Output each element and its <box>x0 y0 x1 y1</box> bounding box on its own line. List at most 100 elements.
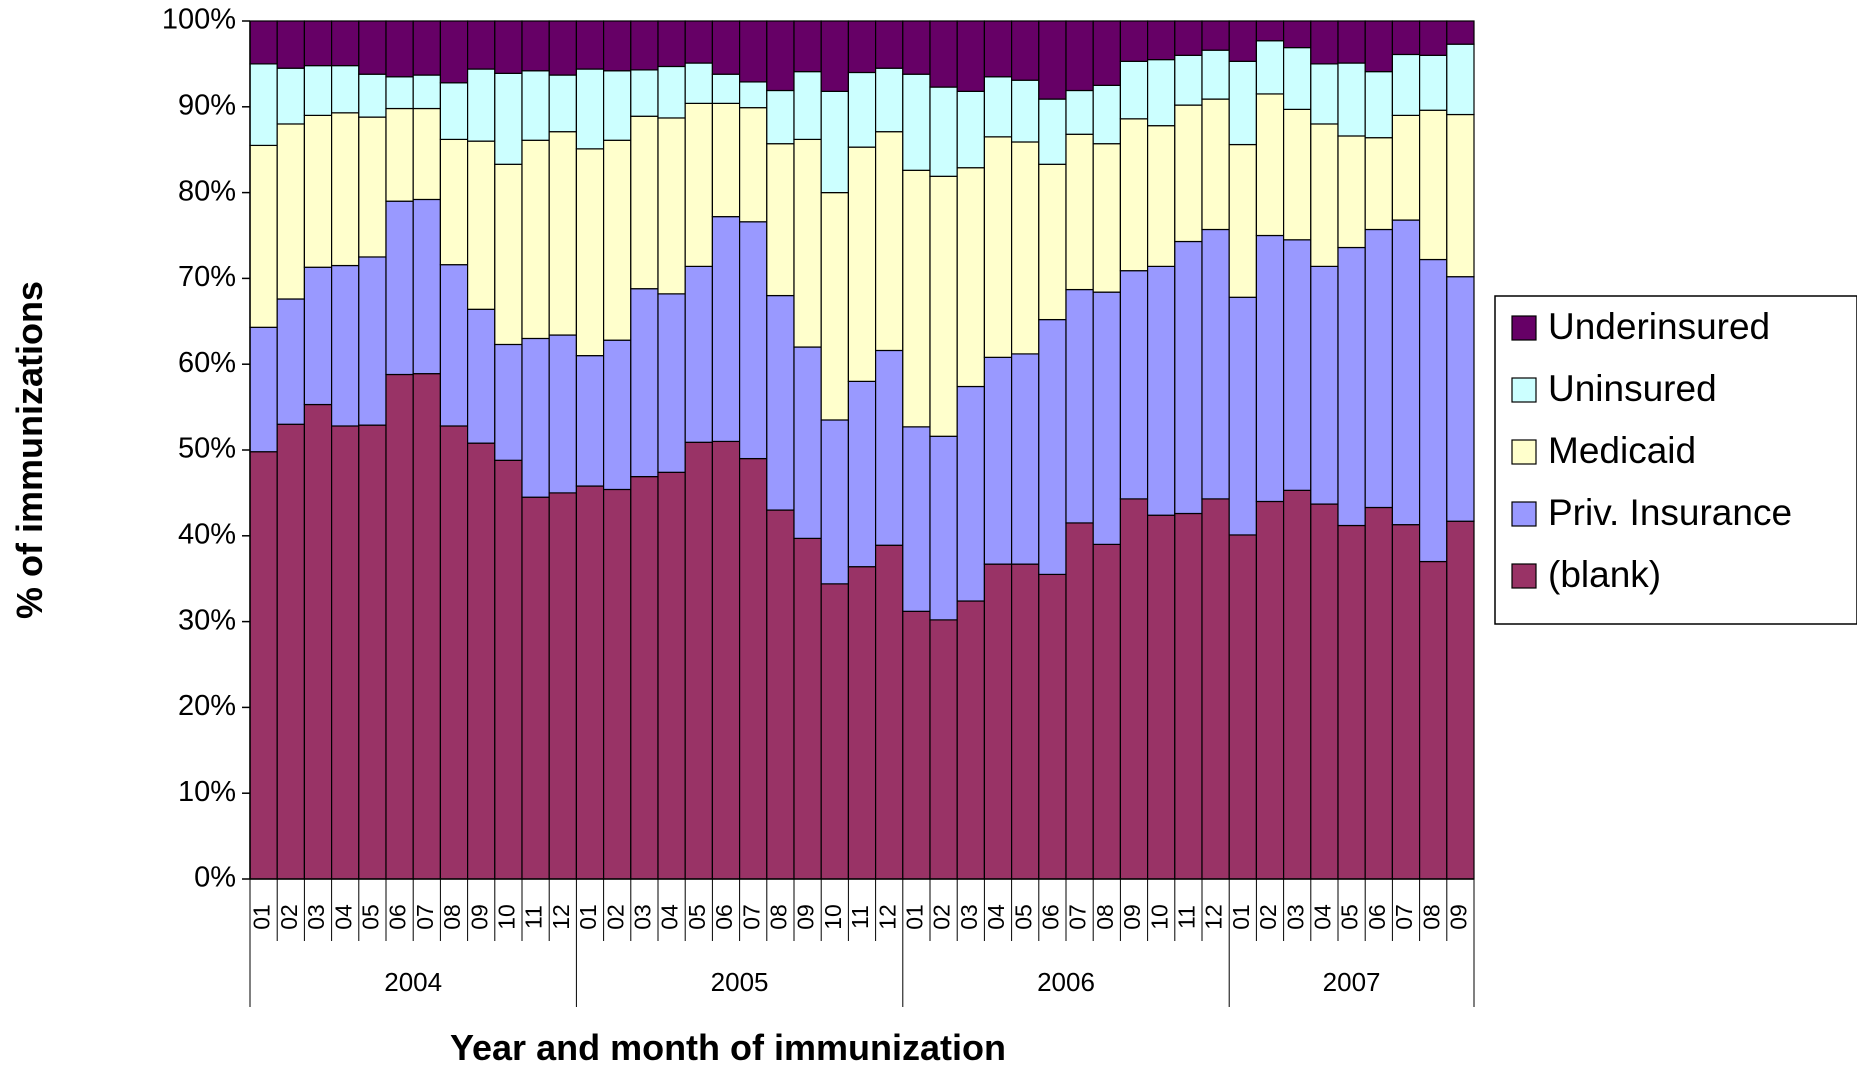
bar-segment <box>1174 512 1203 880</box>
bar-segment <box>1310 265 1339 505</box>
bar-segment <box>1092 543 1121 880</box>
x-tick-label: 06 <box>1037 904 1063 930</box>
bar-segment <box>793 20 822 73</box>
x-tick-label: 08 <box>1418 904 1444 930</box>
x-tick-label: 02 <box>929 904 955 930</box>
bar-segment <box>1391 114 1421 221</box>
bar-segment <box>276 67 306 125</box>
y-tick-label: 70% <box>178 261 236 293</box>
bar-segment <box>684 62 714 104</box>
bar-segment <box>1038 98 1067 165</box>
bar-segment <box>1065 89 1094 135</box>
bar-segment <box>766 20 795 92</box>
bar-segment <box>276 20 306 69</box>
bar-segment <box>249 326 278 453</box>
legend-label: (blank) <box>1548 554 1661 595</box>
bar-segment <box>630 115 659 290</box>
x-tick-label: 11 <box>1173 905 1199 929</box>
bar-segment <box>1174 20 1203 56</box>
group-label: 2004 <box>384 967 442 997</box>
bar-segment <box>602 488 632 880</box>
x-tick-label: 12 <box>1201 904 1227 930</box>
x-tick-label: 11 <box>847 905 873 929</box>
bar-segment <box>1418 109 1448 261</box>
bar-segment <box>1201 49 1230 100</box>
x-tick-label: 02 <box>602 904 628 930</box>
bar-segment <box>1418 258 1448 563</box>
bar-segment <box>630 475 659 880</box>
x-tick-label: 09 <box>1119 904 1145 930</box>
bar-segment <box>820 419 850 585</box>
bar-segment <box>657 65 686 119</box>
x-tick-label: 07 <box>1065 904 1091 930</box>
x-tick-label: 04 <box>983 904 1009 930</box>
bar-segment <box>902 426 931 612</box>
bar-segment <box>1337 20 1366 64</box>
bar-segment <box>303 20 333 67</box>
bar-segment <box>385 200 414 376</box>
bar-segment <box>1282 239 1312 491</box>
bar-segment <box>276 423 306 880</box>
bar-segment <box>439 425 469 880</box>
x-tick-label: 01 <box>901 904 927 930</box>
bar-segment <box>1092 291 1121 545</box>
y-tick-label: 90% <box>178 89 236 121</box>
x-tick-label: 04 <box>330 904 356 930</box>
bar-segment <box>793 537 822 880</box>
x-tick-label: 08 <box>1092 904 1118 930</box>
bar-segment <box>847 71 877 148</box>
bar-segment <box>548 131 578 336</box>
bar-segment <box>820 90 850 194</box>
bar-segment <box>956 20 986 92</box>
x-tick-label: 02 <box>1255 904 1281 930</box>
bar-segment <box>820 192 850 421</box>
bar-segment <box>1255 93 1285 237</box>
bar-segment <box>1364 228 1393 509</box>
bar-segment <box>548 492 578 880</box>
x-tick-label: 12 <box>548 904 574 930</box>
x-tick-label: 04 <box>1309 904 1335 930</box>
bar-segment <box>1010 79 1040 143</box>
bar-segment <box>467 20 496 70</box>
legend-label: Underinsured <box>1548 306 1770 347</box>
bar-segment <box>1418 560 1448 880</box>
x-tick-label: 12 <box>874 904 900 930</box>
bar-segment <box>303 114 333 268</box>
legend-swatch <box>1511 439 1537 465</box>
bar-segment <box>1119 60 1149 120</box>
legend-swatch <box>1511 315 1537 341</box>
bar-segment <box>467 68 496 142</box>
x-tick-label: 06 <box>385 904 411 930</box>
x-tick-label: 09 <box>1445 904 1471 930</box>
bar-segment <box>766 294 795 511</box>
bar-segment <box>1010 563 1040 880</box>
bar-segment <box>820 20 850 92</box>
bar-segment <box>1446 276 1475 522</box>
x-tick-label: 09 <box>793 904 819 930</box>
bar-segment <box>494 20 523 74</box>
bar-segment <box>1174 54 1203 106</box>
bar-segment <box>1228 534 1257 880</box>
bar-segment <box>657 471 686 880</box>
bar-segment <box>766 143 795 297</box>
bar-segment <box>1255 500 1285 880</box>
x-tick-label: 10 <box>820 904 846 930</box>
bar-segment <box>1092 20 1121 86</box>
bar-segment <box>630 69 659 117</box>
bar-segment <box>657 117 686 295</box>
y-tick-label: 10% <box>178 776 236 808</box>
bar-segment <box>874 20 904 69</box>
bar-segment <box>358 256 387 426</box>
bar-segment <box>1282 489 1312 880</box>
x-tick-label: 05 <box>1010 904 1036 930</box>
bar-segment <box>1282 20 1312 49</box>
bar-segment <box>874 131 904 352</box>
bar-segment <box>1310 123 1339 267</box>
bar-segment <box>1065 20 1094 92</box>
bar-segment <box>1010 353 1040 565</box>
x-tick-label: 06 <box>711 904 737 930</box>
group-label: 2007 <box>1323 967 1381 997</box>
bar-segment <box>1065 522 1094 880</box>
bar-segment <box>793 346 822 539</box>
